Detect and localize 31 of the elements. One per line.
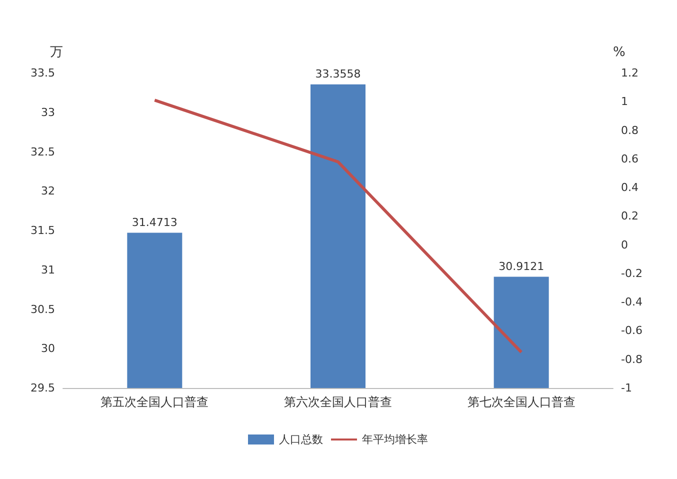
y-tick-label: 31.5 <box>30 224 55 237</box>
y-tick-label: 32 <box>41 184 55 198</box>
y2-axis-title: % <box>613 45 626 60</box>
x-tick-label: 第六次全国人口普查 <box>284 395 392 409</box>
x-tick-label: 第五次全国人口普查 <box>100 395 209 409</box>
y2-tick-label: 0 <box>621 238 628 252</box>
legend-label: 年平均增长率 <box>362 433 428 446</box>
y2-tick-label: -0.4 <box>621 296 642 309</box>
y-tick-label: 29.5 <box>30 382 55 394</box>
y2-tick-label: 0.2 <box>621 210 638 223</box>
y2-tick-label: 0.6 <box>621 152 638 166</box>
y2-tick-label: 0.4 <box>621 181 638 194</box>
y2-tick-label: -1 <box>621 382 632 394</box>
data-label: 31.4713 <box>132 216 178 229</box>
y-tick-label: 33 <box>41 106 55 119</box>
y-tick-label: 31 <box>41 263 55 276</box>
data-label: 33.3558 <box>315 67 361 80</box>
y2-tick-label: 1.2 <box>621 66 638 80</box>
y-axis-title: 万 <box>50 45 63 60</box>
y2-tick-label: 1 <box>621 95 628 108</box>
data-label: 30.9121 <box>498 260 544 273</box>
y-tick-label: 32.5 <box>30 145 55 158</box>
y2-tick-label: 0.8 <box>621 124 638 137</box>
y2-tick-label: -0.8 <box>621 352 642 366</box>
y-tick-label: 30.5 <box>30 302 55 316</box>
y-tick-label: 30 <box>41 342 55 356</box>
y2-tick-label: -0.6 <box>621 324 642 338</box>
x-tick-label: 第七次全国人口普查 <box>467 395 576 409</box>
legend-label: 人口总数 <box>279 433 323 446</box>
y-tick-label: 33.5 <box>30 66 55 80</box>
y2-tick-label: -0.2 <box>621 266 642 280</box>
